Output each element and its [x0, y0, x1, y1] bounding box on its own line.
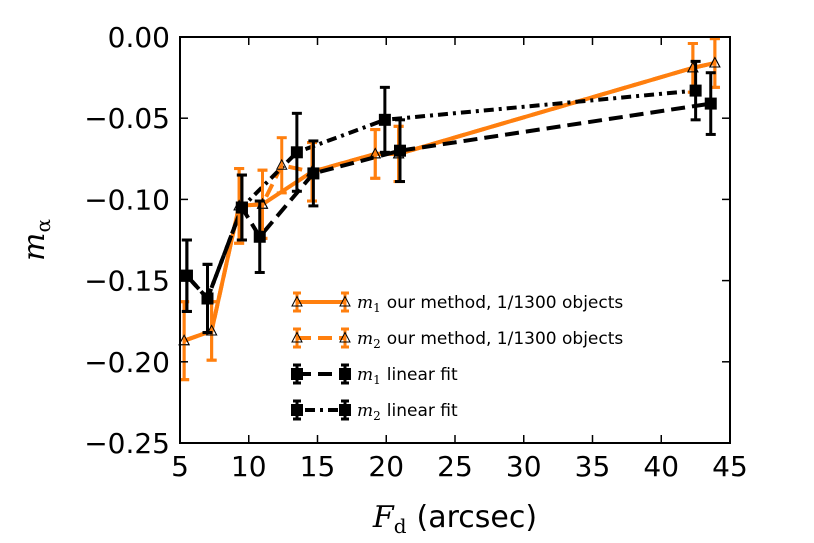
legend-subscript-2: 1	[373, 373, 381, 387]
legend-label-2: m1 linear fit	[357, 365, 458, 387]
x-tick-label-1: 10	[231, 450, 267, 483]
legend-label-1: m2 our method, 1/1300 objects	[357, 329, 623, 351]
x-tick-label-4: 25	[437, 450, 473, 483]
legend-item-3: m2 linear fit	[291, 399, 458, 423]
legend-marker-1-0	[291, 331, 303, 343]
legend-marker-2-0	[291, 368, 303, 380]
series-3-points	[180, 59, 702, 335]
y-tick-label-3: −0.15	[84, 265, 170, 298]
legend-label-3: m2 linear fit	[357, 401, 458, 423]
legend-symbol-2: m	[357, 365, 373, 385]
series-1-point-6	[369, 147, 382, 159]
y-tick-label-2: −0.10	[84, 183, 170, 216]
series-3-point-1	[201, 292, 214, 305]
legend-marker-1-1	[339, 331, 351, 343]
legend-text-2: linear fit	[387, 365, 458, 385]
legend-item-2: m1 linear fit	[291, 363, 458, 387]
legend-marker-0-1	[339, 295, 351, 307]
series-3-point-5	[689, 84, 702, 97]
legend-subscript-0: 1	[373, 301, 381, 315]
series-3-point-2	[235, 201, 248, 214]
x-tick-label-0: 5	[171, 450, 189, 483]
x-tick-label-6: 35	[575, 450, 611, 483]
x-axis-label: Fd (arcsec)	[372, 500, 537, 538]
y-tick-label-5: −0.25	[84, 427, 170, 460]
legend-marker-3-0	[291, 404, 303, 416]
legend-label-0: m1 our method, 1/1300 objects	[357, 293, 623, 315]
legend-symbol-0: m	[357, 293, 373, 313]
series-1-point-9	[709, 56, 721, 68]
y-tick-label-1: −0.05	[84, 102, 170, 135]
legend-text-3: linear fit	[387, 401, 458, 421]
x-tick-label-2: 15	[300, 450, 336, 483]
y-axis-subscript: α	[31, 219, 55, 233]
series-1-point-0	[178, 334, 190, 346]
series-1-point-1	[205, 324, 218, 336]
legend-item-1: m2 our method, 1/1300 objects	[291, 327, 623, 351]
x-tick-label-8: 45	[712, 450, 748, 483]
x-tick-label-7: 40	[643, 450, 679, 483]
series-3-point-3	[290, 146, 303, 159]
series-3-point-4	[378, 113, 391, 126]
y-tick-label-0: 0.00	[108, 21, 170, 54]
series-3-point-0	[180, 269, 193, 282]
series-2-point-5	[394, 144, 406, 157]
series-2-point-6	[704, 97, 717, 110]
series-2-point-3	[253, 230, 266, 243]
series-2-point-4	[307, 167, 320, 180]
plot-frame	[179, 36, 731, 444]
x-tick-label-3: 20	[368, 450, 404, 483]
legend-subscript-1: 2	[373, 337, 381, 351]
x-axis-subscript: d	[394, 514, 407, 538]
x-axis-symbol: F	[372, 500, 395, 535]
legend-item-0: m1 our method, 1/1300 objects	[291, 291, 623, 315]
y-tick-label-4: −0.20	[84, 346, 170, 379]
legend-subscript-3: 2	[373, 409, 381, 423]
legend-text-0: our method, 1/1300 objects	[387, 293, 624, 313]
legend-marker-3-1	[339, 404, 351, 416]
x-axis-unit: (arcsec)	[417, 500, 538, 535]
plot-layer	[178, 37, 721, 382]
legend-marker-2-1	[339, 368, 351, 380]
y-axis-symbol: m	[17, 233, 52, 261]
legend-symbol-3: m	[357, 401, 373, 421]
legend-marker-0-0	[291, 295, 303, 307]
legend-text-1: our method, 1/1300 objects	[387, 329, 624, 349]
legend-symbol-1: m	[357, 329, 373, 349]
series-1-point-4	[275, 158, 288, 170]
x-tick-label-5: 30	[506, 450, 542, 483]
y-axis-label: mα	[17, 219, 55, 261]
